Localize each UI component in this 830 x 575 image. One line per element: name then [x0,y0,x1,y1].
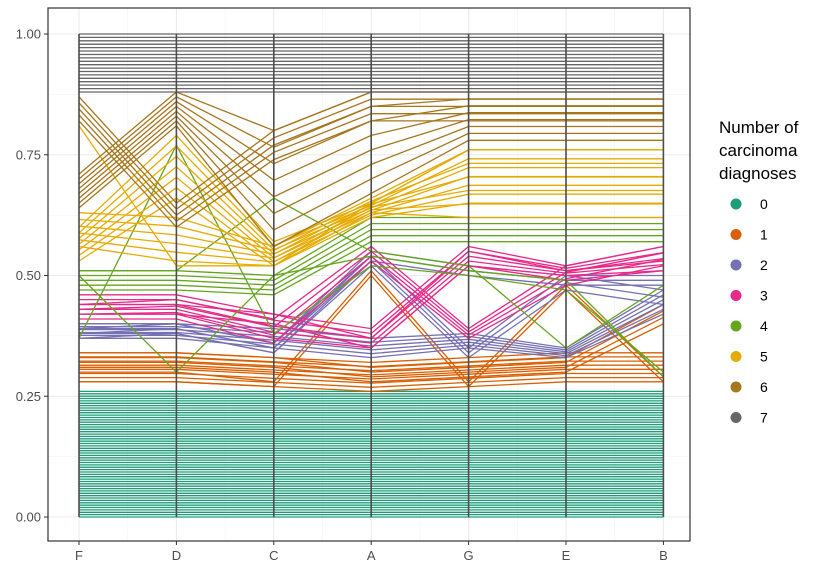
axis-ticks: 0.00 0.25 0.50 0.75 1.00 F D C A G E B [16,27,668,564]
y-tick-label-3: 0.75 [16,147,41,162]
legend-key-7 [730,412,742,423]
legend-label-1: 1 [760,227,768,243]
legend-label-7: 7 [760,410,768,426]
x-tick-label-E: E [562,548,571,563]
legend-label-5: 5 [760,349,768,365]
plot-panel-border [47,7,691,542]
legend-label-6: 6 [760,379,768,395]
y-tick-label-0: 0.00 [16,510,41,525]
x-tick-label-B: B [659,548,668,563]
x-tick-label-A: A [367,548,376,563]
legend-key-3 [730,290,742,301]
y-tick-label-2: 0.50 [16,268,41,283]
legend-title-line-2: diagnoses [719,164,797,183]
legend-label-3: 3 [760,288,768,304]
legend-key-0 [730,198,742,210]
legend-label-0: 0 [760,196,768,212]
legend-key-1 [730,229,742,240]
x-tick-label-F: F [75,548,83,563]
legend-title-line-1: carcinoma [719,141,798,160]
legend: Number of carcinoma diagnoses 0 1 2 3 4 5 6 7 [719,118,799,426]
legend-key-4 [730,320,742,332]
legend-key-5 [730,351,742,362]
legend-key-6 [730,381,742,393]
legend-title-line-0: Number of [719,118,799,137]
axis-lines [78,34,665,517]
legend-label-4: 4 [760,318,768,334]
y-tick-label-4: 1.00 [16,27,41,42]
x-tick-label-C: C [269,548,278,563]
y-tick-label-1: 0.25 [16,389,41,404]
x-tick-label-G: G [464,548,474,563]
legend-label-2: 2 [760,257,768,273]
legend-key-2 [730,259,742,271]
x-tick-label-D: D [172,548,181,563]
